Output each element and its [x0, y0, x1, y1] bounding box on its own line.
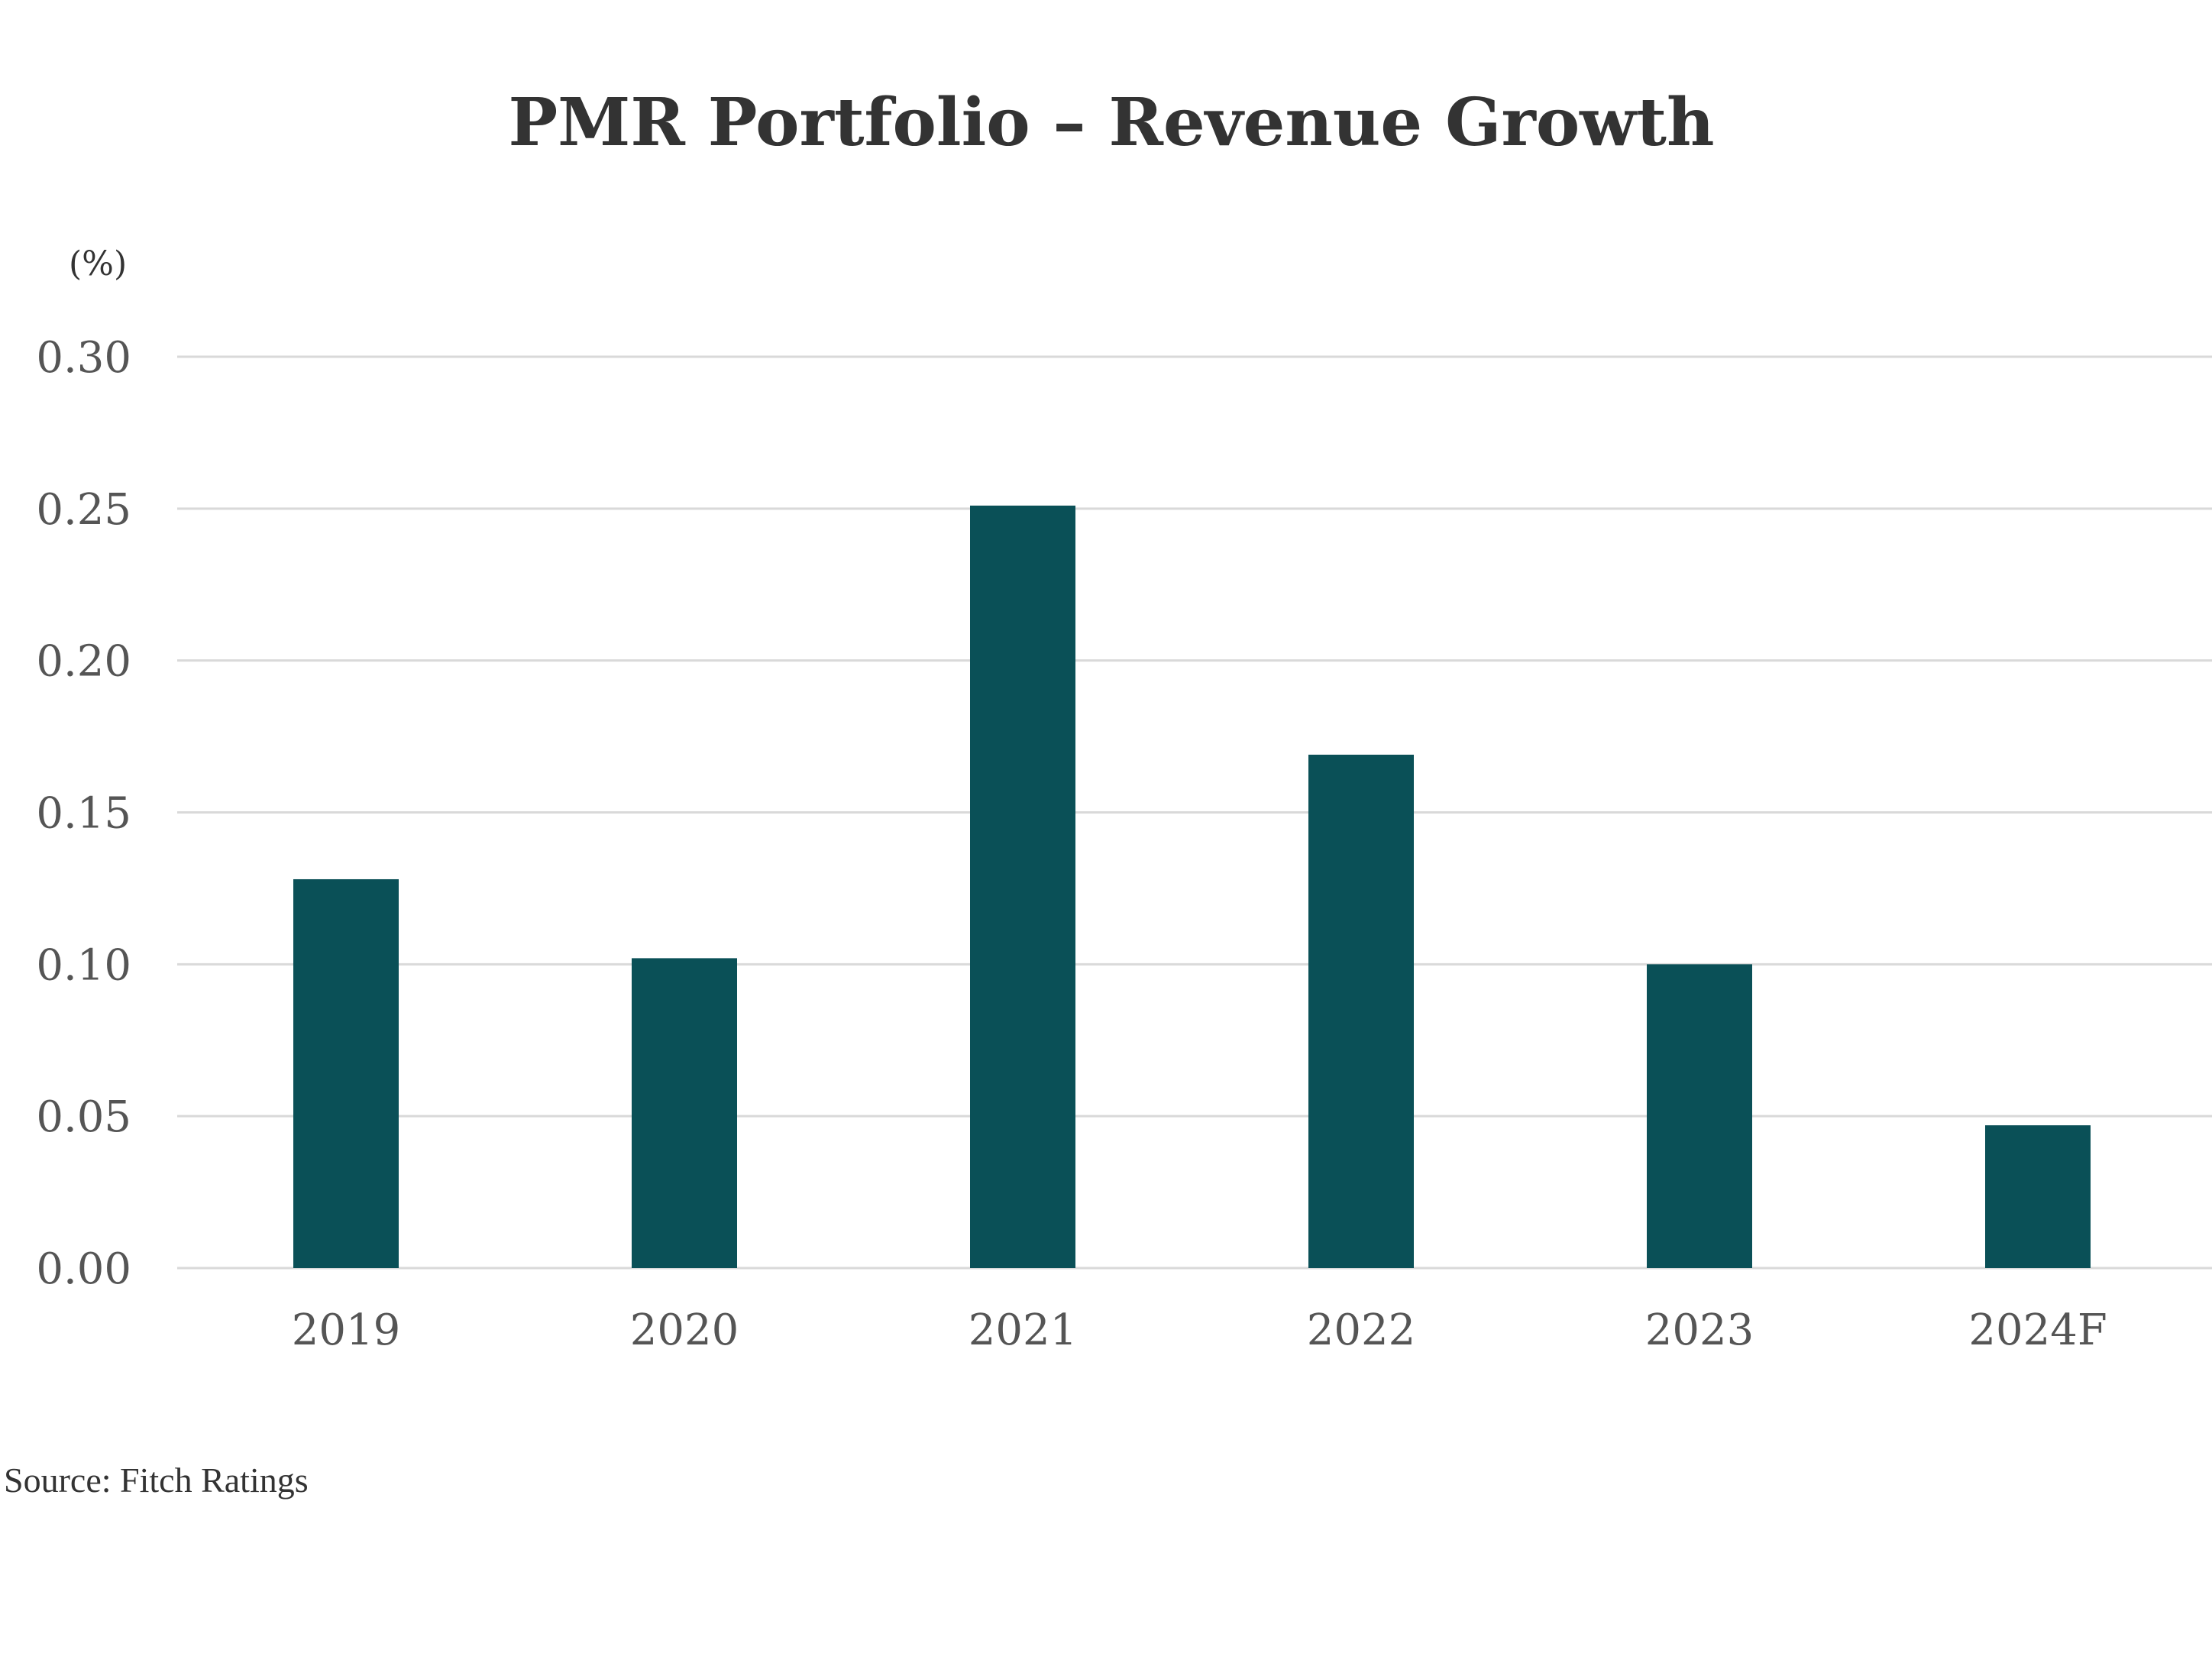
y-tick-label-3: 0.15 [36, 789, 131, 839]
bars [293, 505, 2091, 1268]
bar-2020 [632, 958, 737, 1268]
bar-2022 [1308, 754, 1414, 1268]
x-tick-labels: 2019 2020 2021 2022 2023 2024F [292, 1305, 2107, 1355]
bar-2023 [1647, 964, 1752, 1268]
y-axis-unit-label: (%) [69, 244, 127, 283]
y-tick-label-4: 0.20 [36, 637, 131, 687]
y-tick-labels: 0.00 0.05 0.10 0.15 0.20 0.25 0.30 [36, 333, 131, 1294]
y-tick-label-5: 0.25 [36, 485, 131, 535]
x-tick-label-2022: 2022 [1307, 1305, 1416, 1355]
y-tick-label-2: 0.10 [36, 940, 131, 990]
bar-2024F [1985, 1125, 2091, 1268]
x-tick-label-2023: 2023 [1645, 1305, 1754, 1355]
source-note: Source: Fitch Ratings [4, 1461, 309, 1500]
bar-2021 [970, 505, 1075, 1268]
chart-title: PMR Portfolio – Revenue Growth [509, 84, 1715, 161]
x-tick-label-2020: 2020 [630, 1305, 739, 1355]
x-tick-label-2019: 2019 [292, 1305, 401, 1355]
y-tick-label-1: 0.05 [36, 1092, 131, 1142]
y-tick-label-6: 0.30 [36, 333, 131, 383]
bar-2019 [293, 878, 399, 1268]
y-tick-label-0: 0.00 [36, 1244, 131, 1294]
gridlines [177, 355, 2212, 1270]
x-tick-label-2021: 2021 [969, 1305, 1078, 1355]
x-tick-label-2024F: 2024F [1968, 1305, 2107, 1355]
